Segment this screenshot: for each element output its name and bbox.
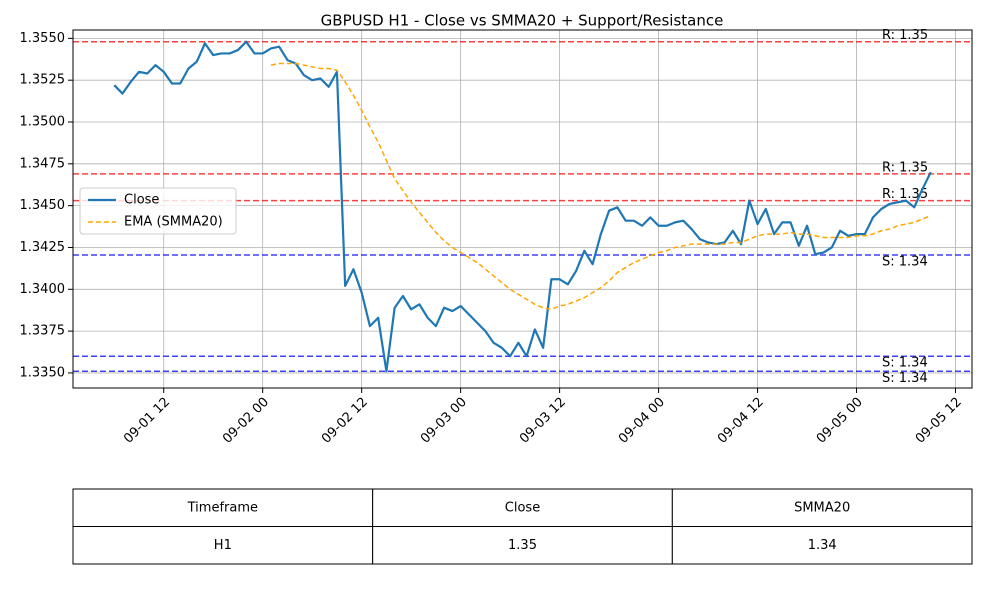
table-cell [671, 526, 973, 565]
series-line [113, 40, 932, 373]
legend-box [79, 187, 237, 235]
table-value: 1.34 [808, 538, 837, 553]
y-tick-label: 1.3525 [20, 73, 66, 88]
y-tick-label: 1.3375 [20, 324, 66, 339]
series-line [270, 62, 932, 311]
y-tick-label: 1.3500 [20, 115, 66, 130]
table-cell [372, 526, 673, 565]
table-cell [372, 488, 673, 527]
y-tick-label: 1.3475 [20, 156, 66, 171]
table-value: 1.35 [508, 538, 537, 553]
table-header: Timeframe [187, 500, 258, 515]
y-tick-label: 1.3450 [20, 198, 66, 213]
legend-label: EMA (SMMA20) [124, 215, 223, 230]
y-tick-label: 1.3400 [20, 282, 66, 297]
resistance-label: R: 1.35 [882, 187, 928, 202]
chart-title: GBPUSD H1 - Close vs SMMA20 + Support/Re… [321, 12, 724, 30]
table-cell [671, 488, 973, 527]
table-value: H1 [214, 538, 232, 553]
legend-label: Close [124, 193, 159, 208]
plot-frame [72, 29, 973, 389]
support-label: S: 1.34 [882, 255, 928, 270]
y-tick-label: 1.3425 [20, 240, 66, 255]
support-label: S: 1.34 [882, 356, 928, 371]
resistance-label: R: 1.35 [882, 160, 928, 175]
y-tick-label: 1.3350 [20, 365, 66, 380]
table-header: Close [505, 500, 540, 515]
resistance-label: R: 1.35 [882, 28, 928, 43]
y-tick-label: 1.3550 [20, 31, 66, 46]
table-cell [72, 526, 374, 565]
table-header: SMMA20 [794, 500, 850, 515]
support-label: S: 1.34 [882, 371, 928, 386]
